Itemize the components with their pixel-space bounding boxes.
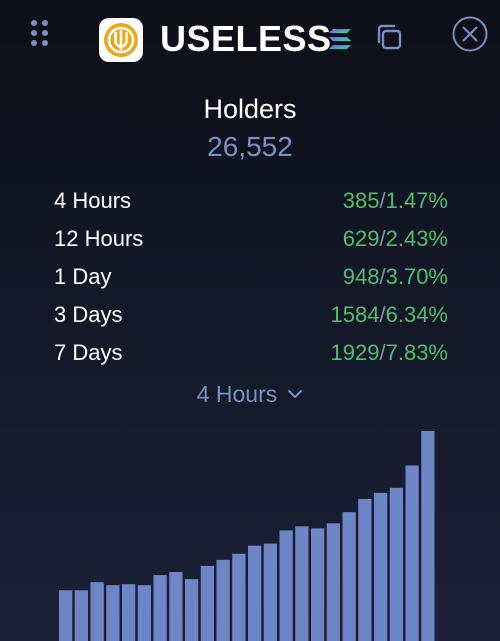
chart-bar — [106, 585, 120, 641]
stat-separator: / — [379, 226, 386, 251]
stat-row-1-day: 1 Day 948/3.70% — [54, 258, 448, 296]
stat-percent: 1.47% — [385, 188, 448, 213]
chart-bar — [216, 559, 230, 641]
stat-label: 1 Day — [54, 264, 112, 289]
period-selected-label: 4 Hours — [196, 381, 278, 407]
chart-bar — [295, 526, 309, 641]
stat-value: 1584/6.34% — [331, 302, 448, 328]
chart-bar — [263, 543, 277, 641]
chart-bar — [358, 498, 372, 641]
stat-count: 948 — [342, 264, 380, 289]
chart-bar — [137, 585, 151, 641]
stat-separator: / — [379, 264, 386, 289]
holders-title: Holders — [203, 94, 297, 124]
chart-bar — [169, 572, 183, 641]
stat-count: 1929 — [330, 340, 380, 365]
grid-dots-icon[interactable] — [28, 18, 52, 54]
chart-bar — [421, 431, 435, 641]
stat-count: 385 — [342, 188, 380, 213]
copy-icon — [377, 24, 402, 50]
chart-bar — [185, 579, 199, 641]
period-dropdown[interactable]: 4 Hours — [0, 377, 500, 411]
useless-logo-icon — [99, 18, 143, 62]
stat-percent: 7.83% — [385, 340, 448, 365]
stat-value: 948/3.70% — [343, 264, 448, 290]
token-name: USELESS — [160, 18, 332, 59]
chart-bar — [90, 582, 104, 641]
stat-percent: 3.70% — [385, 264, 448, 289]
stat-value: 629/2.43% — [343, 226, 448, 252]
chart-bar — [342, 512, 356, 641]
stat-count: 629 — [342, 226, 380, 251]
chart-bar — [279, 530, 293, 641]
chart-bar — [74, 590, 88, 641]
stat-separator: / — [379, 302, 386, 327]
close-circle-icon — [452, 16, 488, 52]
solana-icon — [328, 28, 352, 50]
stat-percent: 6.34% — [385, 302, 448, 327]
stat-row-3-days: 3 Days 1584/6.34% — [54, 296, 448, 334]
header: USELESS — [0, 0, 500, 78]
stat-label: 4 Hours — [54, 188, 132, 213]
stat-separator: / — [379, 188, 386, 213]
holders-count: 26,552 — [207, 131, 293, 162]
chart-bar — [59, 590, 73, 641]
stat-value: 385/1.47% — [343, 188, 448, 214]
chevron-down-icon — [288, 390, 303, 398]
close-button[interactable] — [451, 15, 489, 53]
stat-row-4-hours: 4 Hours 385/1.47% — [54, 182, 448, 220]
stat-value: 1929/7.83% — [331, 340, 448, 366]
chart-bar — [311, 528, 325, 641]
stat-separator: / — [379, 340, 386, 365]
chart-bar — [200, 565, 214, 641]
chart-bar — [374, 492, 388, 641]
stat-label: 7 Days — [54, 340, 123, 365]
stat-count: 1584 — [330, 302, 380, 327]
chart-bar — [326, 523, 340, 641]
copy-button[interactable] — [372, 20, 406, 54]
stat-percent: 2.43% — [385, 226, 448, 251]
chart-bar — [122, 584, 136, 641]
stat-row-12-hours: 12 Hours 629/2.43% — [54, 220, 448, 258]
stat-label: 3 Days — [54, 302, 123, 327]
chart-bar — [232, 553, 246, 641]
chart-bar — [405, 465, 419, 641]
stat-label: 12 Hours — [54, 226, 144, 251]
stat-row-7-days: 7 Days 1929/7.83% — [54, 334, 448, 372]
chart-bar — [153, 575, 167, 641]
chart-bar — [389, 487, 403, 641]
holder-change-stats: 4 Hours 385/1.47% 12 Hours 629/2.43% 1 D… — [54, 182, 448, 372]
holders-bar-chart — [59, 431, 435, 641]
chart-bar — [248, 545, 262, 641]
